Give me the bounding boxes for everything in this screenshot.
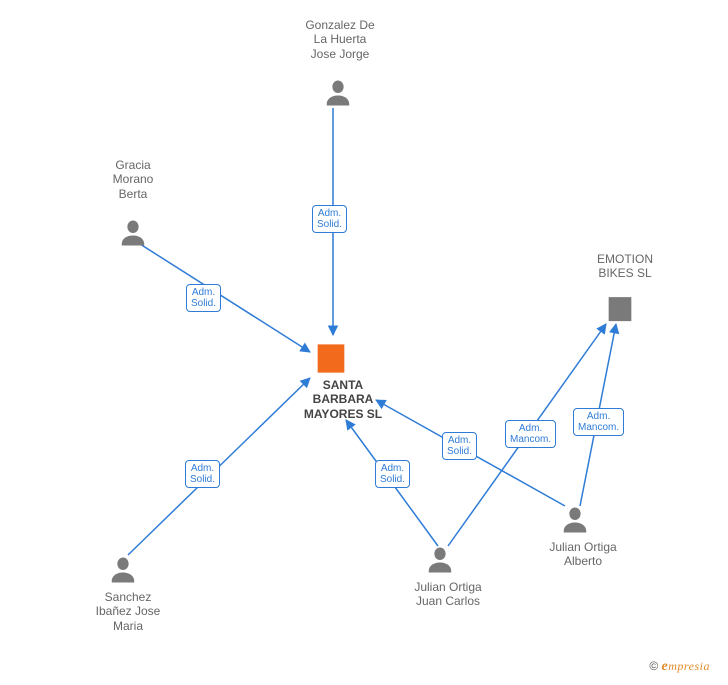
edge-label: Adm. Solid. [312, 205, 347, 233]
node-label-gracia: Gracia Morano Berta [98, 158, 168, 201]
node-label-gonzalez: Gonzalez De La Huerta Jose Jorge [295, 18, 385, 61]
brand-logo: empresia [662, 659, 710, 673]
edge-label: Adm. Solid. [185, 460, 220, 488]
copyright-symbol: © [649, 659, 658, 673]
footer: © empresia [649, 659, 710, 675]
edge-line [140, 244, 310, 352]
edge-label: Adm. Solid. [186, 284, 221, 312]
node-label-center: SANTA BARBARA MAYORES SL [298, 378, 388, 421]
node-label-juancarlos: Julian Ortiga Juan Carlos [398, 580, 498, 609]
person-icon [118, 218, 148, 253]
edge-label: Adm. Mancom. [505, 420, 556, 448]
building-icon [603, 290, 637, 329]
person-icon [560, 505, 590, 540]
person-icon [425, 545, 455, 580]
person-icon [108, 555, 138, 590]
edge-label: Adm. Solid. [375, 460, 410, 488]
node-label-emotion: EMOTION BIKES SL [580, 252, 670, 281]
person-icon [323, 78, 353, 113]
brand-rest: mpresia [668, 659, 710, 673]
node-label-sanchez: Sanchez Ibañez Jose Maria [88, 590, 168, 633]
node-label-alberto: Julian Ortiga Alberto [533, 540, 633, 569]
building-center-icon [311, 336, 351, 381]
edge-label: Adm. Solid. [442, 432, 477, 460]
edge-label: Adm. Mancom. [573, 408, 624, 436]
